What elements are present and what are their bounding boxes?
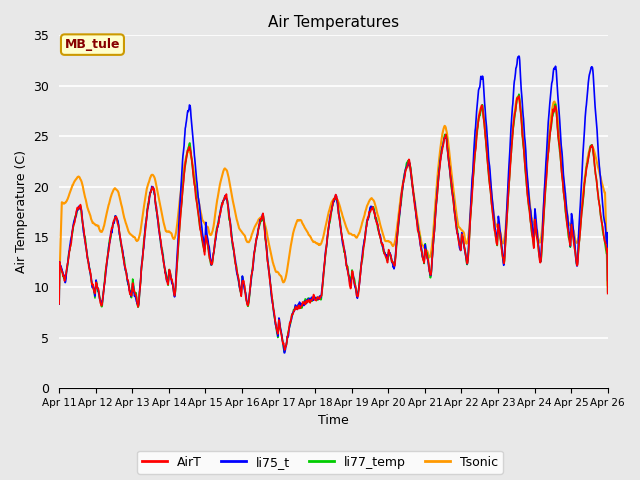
li75_t xyxy=(177,195,184,201)
Tsonic xyxy=(177,193,184,199)
AirT xyxy=(508,139,516,144)
X-axis label: Time: Time xyxy=(318,414,349,427)
Tsonic xyxy=(417,240,425,245)
AirT xyxy=(515,93,523,99)
Line: AirT: AirT xyxy=(59,96,608,350)
AirT xyxy=(418,249,426,255)
li75_t xyxy=(418,248,426,253)
li75_t xyxy=(556,118,564,123)
AirT xyxy=(556,145,564,151)
Title: Air Temperatures: Air Temperatures xyxy=(268,15,399,30)
Tsonic xyxy=(284,263,292,269)
AirT xyxy=(271,311,278,317)
li77_temp xyxy=(508,139,516,145)
Y-axis label: Air Temperature (C): Air Temperature (C) xyxy=(15,150,28,273)
li75_t xyxy=(515,53,523,59)
AirT xyxy=(284,330,292,336)
li77_temp xyxy=(55,300,63,306)
Tsonic xyxy=(55,285,63,291)
li77_temp xyxy=(280,349,288,355)
li75_t xyxy=(271,312,278,318)
li75_t xyxy=(280,350,288,356)
Tsonic xyxy=(271,264,278,270)
li77_temp xyxy=(556,149,564,155)
li75_t xyxy=(55,301,63,307)
li75_t xyxy=(284,334,292,340)
AirT xyxy=(55,301,63,307)
li75_t xyxy=(508,109,516,115)
li75_t xyxy=(604,277,612,283)
Tsonic xyxy=(508,137,516,143)
li77_temp xyxy=(604,289,612,295)
Line: li75_t: li75_t xyxy=(59,56,608,353)
li77_temp xyxy=(177,215,184,220)
Tsonic xyxy=(604,282,612,288)
Text: MB_tule: MB_tule xyxy=(65,38,120,51)
Legend: AirT, li75_t, li77_temp, Tsonic: AirT, li75_t, li77_temp, Tsonic xyxy=(138,451,502,474)
Line: li77_temp: li77_temp xyxy=(59,94,608,352)
li77_temp xyxy=(271,314,278,320)
Line: Tsonic: Tsonic xyxy=(59,96,608,288)
li77_temp xyxy=(418,250,426,255)
AirT xyxy=(604,291,612,297)
li77_temp xyxy=(515,91,523,97)
Tsonic xyxy=(514,94,522,99)
li77_temp xyxy=(284,329,292,335)
AirT xyxy=(177,216,184,221)
AirT xyxy=(281,347,289,353)
Tsonic xyxy=(556,133,563,139)
